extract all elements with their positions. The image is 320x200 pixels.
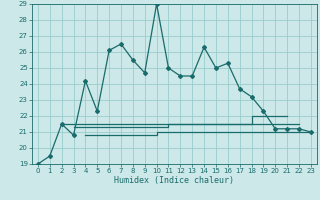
X-axis label: Humidex (Indice chaleur): Humidex (Indice chaleur) — [115, 176, 234, 185]
